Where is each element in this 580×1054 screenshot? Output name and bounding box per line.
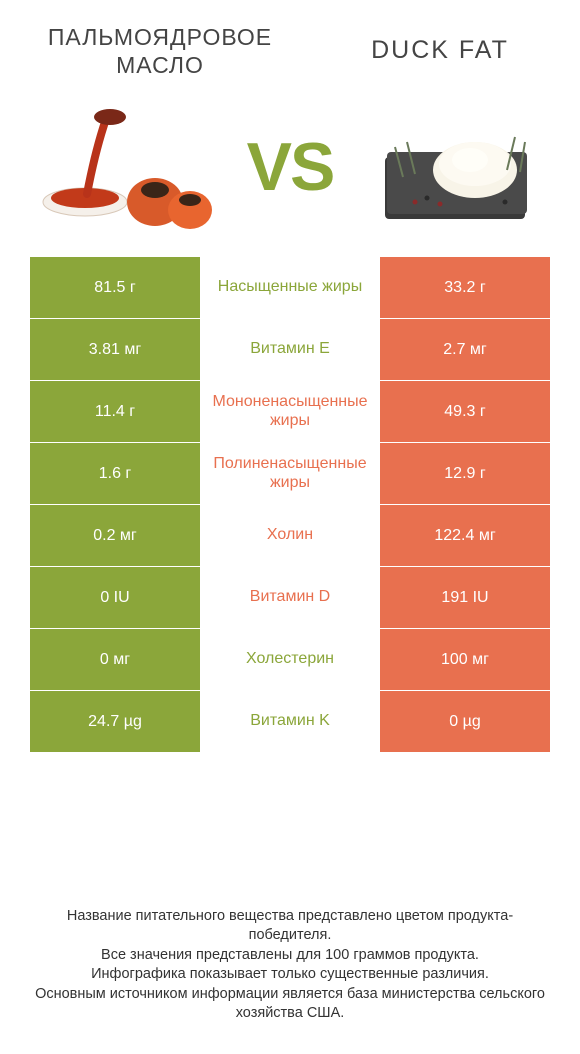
footer-note: Название питательного вещества представл… <box>30 907 550 1024</box>
nutrient-left-value: 81.5 г <box>30 257 200 318</box>
nutrient-label: Холин <box>200 505 380 566</box>
nutrient-left-value: 0 мг <box>30 629 200 690</box>
footer-line-4: Основным источником информации является … <box>30 985 550 1024</box>
nutrient-row: 0 мгХолестерин100 мг <box>30 629 550 691</box>
product-images-row: VS <box>0 87 580 257</box>
nutrient-right-value: 12.9 г <box>380 443 550 504</box>
right-product-title: DUCK FAT <box>340 24 540 65</box>
nutrient-right-value: 2.7 мг <box>380 319 550 380</box>
nutrient-label: Витамин E <box>200 319 380 380</box>
nutrient-label: Витамин D <box>200 567 380 628</box>
nutrient-row: 81.5 гНасыщенные жиры33.2 г <box>30 257 550 319</box>
nutrient-right-value: 191 IU <box>380 567 550 628</box>
nutrient-label: Мононенасыщенные жиры <box>200 381 380 442</box>
nutrient-row: 1.6 гПолиненасыщенные жиры12.9 г <box>30 443 550 505</box>
left-product-image <box>30 97 220 237</box>
nutrient-left-value: 0 IU <box>30 567 200 628</box>
nutrient-left-value: 3.81 мг <box>30 319 200 380</box>
nutrient-row: 3.81 мгВитамин E2.7 мг <box>30 319 550 381</box>
vs-label: VS <box>247 128 334 206</box>
left-product-title: ПАЛЬМОЯДРОВОЕ МАСЛО <box>40 24 280 79</box>
nutrient-label: Витамин K <box>200 691 380 752</box>
nutrient-right-value: 49.3 г <box>380 381 550 442</box>
nutrient-left-value: 1.6 г <box>30 443 200 504</box>
footer-line-1: Название питательного вещества представл… <box>30 907 550 946</box>
nutrient-left-value: 0.2 мг <box>30 505 200 566</box>
nutrient-label: Холестерин <box>200 629 380 690</box>
right-product-image <box>360 97 550 237</box>
nutrient-label: Насыщенные жиры <box>200 257 380 318</box>
nutrient-label: Полиненасыщенные жиры <box>200 443 380 504</box>
footer-line-2: Все значения представлены для 100 граммо… <box>30 946 550 966</box>
nutrient-row: 0 IUВитамин D191 IU <box>30 567 550 629</box>
nutrient-left-value: 11.4 г <box>30 381 200 442</box>
nutrient-table: 81.5 гНасыщенные жиры33.2 г3.81 мгВитами… <box>0 257 580 753</box>
nutrient-row: 0.2 мгХолин122.4 мг <box>30 505 550 567</box>
header: ПАЛЬМОЯДРОВОЕ МАСЛО DUCK FAT <box>0 0 580 87</box>
nutrient-right-value: 122.4 мг <box>380 505 550 566</box>
nutrient-row: 11.4 гМононенасыщенные жиры49.3 г <box>30 381 550 443</box>
nutrient-left-value: 24.7 µg <box>30 691 200 752</box>
nutrient-right-value: 100 мг <box>380 629 550 690</box>
nutrient-right-value: 33.2 г <box>380 257 550 318</box>
footer-line-3: Инфографика показывает только существенн… <box>30 965 550 985</box>
nutrient-row: 24.7 µgВитамин K0 µg <box>30 691 550 753</box>
nutrient-right-value: 0 µg <box>380 691 550 752</box>
